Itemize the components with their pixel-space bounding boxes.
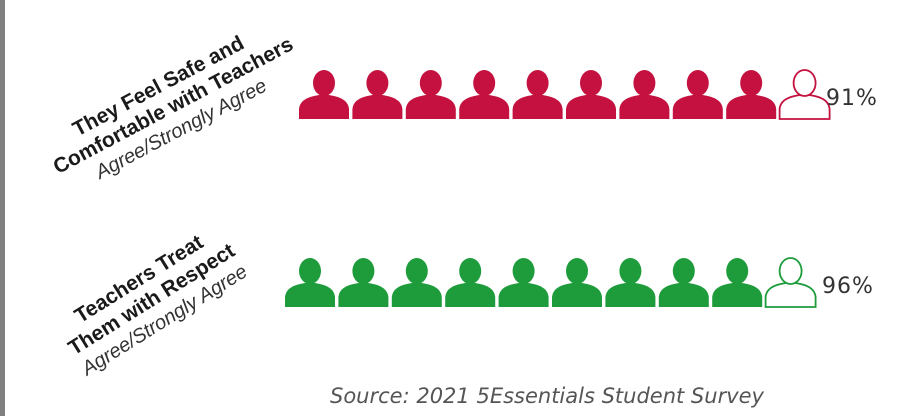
row-2-person-icon-10-outline	[764, 257, 817, 308]
row-2-person-icon-7-filled	[605, 258, 656, 307]
row-1-person-icon-2-filled	[352, 70, 403, 119]
row-2-person-icon-9-filled	[712, 258, 763, 307]
left-border	[0, 0, 5, 416]
row-1-value-label: 91%	[826, 86, 878, 111]
row-1-person-icon-8-filled	[672, 70, 723, 119]
row-2-person-icon-8-filled	[658, 258, 709, 307]
row-2-person-icon-2-filled	[338, 258, 389, 307]
row-2-person-icon-6-filled	[552, 258, 602, 307]
row-1-person-icon-1-filled	[299, 70, 349, 119]
row-1-person-icon-10-outline	[778, 69, 831, 120]
source-note: Source: 2021 5Essentials Student Survey	[330, 384, 764, 408]
row-2-person-icon-4-filled	[445, 258, 496, 307]
row-1-person-icon-7-filled	[619, 70, 670, 119]
row-1-person-icon-3-filled	[405, 70, 456, 119]
row-1-person-icon-6-filled	[566, 70, 616, 119]
row-2-person-icon-3-filled	[391, 258, 442, 307]
row-2-value-label: 96%	[822, 274, 874, 299]
row-2-person-icon-5-filled	[498, 258, 549, 307]
row-1-person-icon-4-filled	[459, 70, 510, 119]
row-1-person-icon-9-filled	[726, 70, 777, 119]
row-1-person-icon-5-filled	[512, 70, 563, 119]
row-2-person-icon-1-filled	[285, 258, 335, 307]
